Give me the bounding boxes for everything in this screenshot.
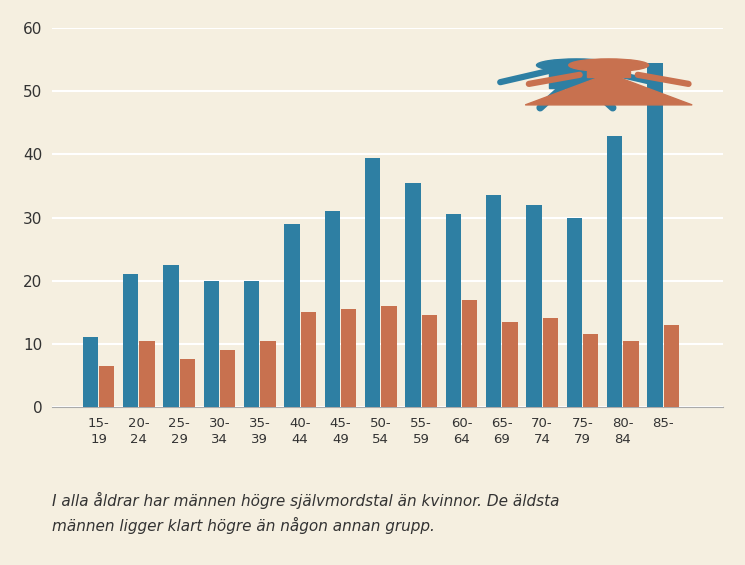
Bar [587,71,630,76]
Bar [422,315,437,407]
Bar [301,312,316,407]
Bar [543,319,558,407]
Bar [244,281,259,407]
Bar [607,136,622,407]
Bar [502,321,518,407]
Bar [549,64,603,88]
Bar [220,350,235,407]
Bar [261,341,276,407]
Bar [405,183,421,407]
Bar [285,224,299,407]
Bar [446,214,461,407]
Bar [486,195,501,407]
Bar [365,158,380,407]
Bar [163,265,179,407]
Polygon shape [525,73,692,105]
Bar [647,63,662,407]
Bar [624,341,638,407]
Bar [462,299,478,407]
Bar [83,337,98,407]
Bar [583,334,598,407]
Bar [203,281,219,407]
Bar [325,211,340,407]
Bar [139,341,155,407]
Text: I alla åldrar har männen högre självmordstal än kvinnor. De äldsta
männen ligger: I alla åldrar har männen högre självmord… [52,492,559,534]
Bar [99,366,115,407]
Bar [123,275,139,407]
Bar [381,306,397,407]
Bar [566,218,582,407]
Bar [341,309,356,407]
Circle shape [536,59,616,71]
Bar [180,359,195,407]
Bar [526,205,542,407]
Circle shape [568,59,649,71]
Bar [664,325,679,407]
